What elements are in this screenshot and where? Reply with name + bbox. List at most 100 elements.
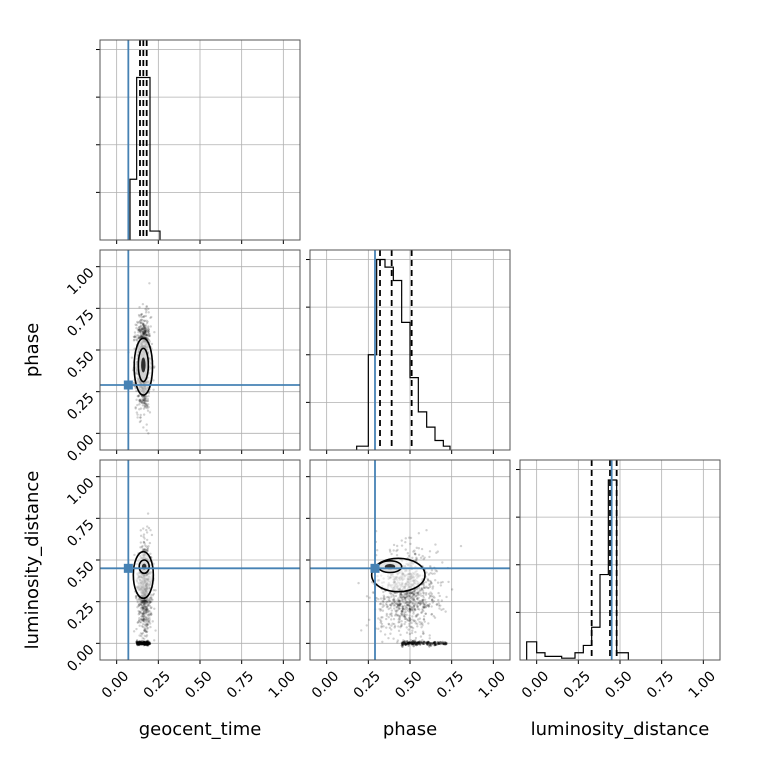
sample-point: [141, 335, 144, 338]
sample-point: [401, 607, 404, 611]
sample-point: [428, 582, 431, 586]
sample-point: [403, 595, 406, 599]
sample-point: [141, 331, 145, 335]
sample-point: [397, 618, 400, 621]
sample-point: [401, 641, 404, 644]
sample-point: [399, 592, 403, 596]
sample-point: [437, 642, 441, 645]
sample-point: [413, 589, 417, 592]
sample-point: [147, 603, 150, 606]
sample-point: [146, 641, 150, 644]
sample-point: [408, 591, 412, 594]
sample-point: [145, 334, 149, 337]
sample-point: [421, 594, 425, 597]
sample-point: [400, 614, 403, 617]
sample-point: [423, 605, 426, 609]
sample-point: [146, 512, 150, 515]
panel-border: [309, 249, 511, 451]
sample-point: [398, 607, 402, 610]
sample-point: [135, 597, 138, 600]
sample-point: [395, 549, 398, 553]
sample-point: [425, 571, 428, 574]
sample-point: [413, 608, 417, 612]
sample-point: [395, 610, 398, 614]
sample-point: [138, 642, 141, 646]
sample-point: [136, 642, 140, 645]
sample-point: [412, 641, 416, 645]
sample-point: [148, 641, 151, 644]
sample-point: [428, 583, 431, 587]
sample-point: [410, 643, 414, 646]
truth-marker: [370, 563, 380, 573]
sample-point: [430, 612, 434, 616]
sample-point: [417, 602, 420, 605]
sample-point: [434, 643, 437, 647]
sample-point: [142, 600, 145, 603]
sample-point: [420, 626, 423, 629]
sample-point: [429, 585, 432, 589]
sample-point: [145, 616, 148, 619]
sample-point: [412, 593, 415, 596]
sample-point: [142, 641, 145, 644]
sample-point: [414, 636, 418, 640]
sample-point: [433, 640, 437, 644]
sample-point: [139, 611, 143, 614]
sample-point: [137, 604, 140, 607]
sample-point: [408, 608, 412, 611]
sample-point: [413, 619, 416, 622]
sample-point: [400, 599, 404, 602]
sample-point: [145, 643, 149, 647]
sample-point: [144, 402, 148, 406]
sample-point: [147, 620, 151, 623]
sample-point: [432, 641, 435, 645]
sample-point: [144, 640, 147, 643]
sample-point: [143, 331, 147, 334]
sample-point: [426, 577, 429, 581]
sample-point: [387, 636, 390, 640]
sample-point: [137, 598, 141, 601]
sample-point: [138, 399, 141, 403]
x-axis-label-geocent_time: geocent_time: [139, 719, 262, 740]
sample-point: [381, 603, 384, 606]
sample-point: [404, 643, 407, 647]
sample-point: [143, 324, 146, 327]
sample-point: [147, 334, 151, 337]
sample-point: [391, 622, 394, 625]
sample-point: [439, 581, 443, 584]
sample-point: [149, 600, 152, 604]
sample-point: [145, 643, 149, 646]
sample-point: [406, 642, 409, 645]
sample-point: [433, 596, 436, 599]
sample-point: [425, 643, 429, 646]
sample-point: [145, 528, 148, 532]
sample-point: [143, 615, 146, 619]
sample-point: [145, 600, 149, 604]
sample-point: [144, 311, 148, 314]
sample-point: [422, 640, 426, 644]
sample-point: [436, 642, 440, 646]
sample-point: [421, 607, 424, 610]
sample-point: [152, 589, 155, 592]
sample-point: [409, 639, 413, 642]
sample-point: [139, 599, 142, 602]
sample-point: [143, 618, 146, 621]
sample-point: [135, 640, 138, 643]
sample-point: [408, 632, 412, 636]
sample-point: [427, 641, 430, 644]
sample-point: [146, 643, 150, 646]
sample-point: [415, 643, 418, 647]
sample-point: [443, 641, 447, 644]
sample-point: [137, 394, 140, 398]
sample-point: [403, 607, 407, 610]
sample-point: [395, 609, 398, 612]
sample-point: [136, 641, 140, 645]
sample-point: [380, 626, 383, 629]
sample-point: [413, 640, 417, 643]
sample-point: [397, 621, 400, 624]
sample-point: [143, 613, 146, 616]
sample-point: [139, 641, 142, 644]
sample-point: [406, 608, 409, 611]
sample-point: [136, 641, 140, 644]
sample-point: [141, 399, 144, 402]
sample-point: [142, 603, 146, 606]
